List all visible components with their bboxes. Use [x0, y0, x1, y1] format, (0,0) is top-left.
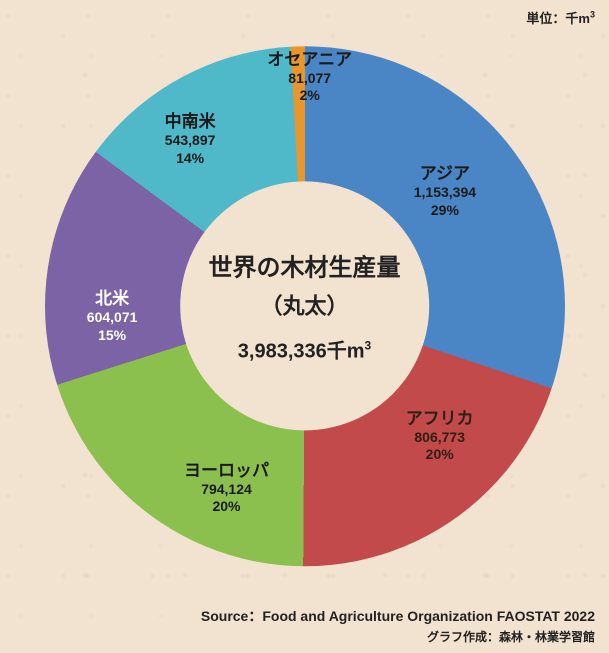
slice-percent: 29%	[414, 202, 476, 220]
slice-value: 543,897	[165, 132, 216, 150]
slice-name: アジア	[414, 163, 476, 184]
credit-text: グラフ作成：森林・林業学習館	[201, 628, 595, 645]
slice-value: 81,077	[267, 70, 352, 88]
slice-percent: 20%	[406, 446, 474, 464]
slice-percent: 14%	[165, 150, 216, 168]
center-total-value: 3,983,336千m	[238, 341, 365, 363]
slice-label-africa: アフリカ806,77320%	[406, 408, 474, 464]
unit-label: 単位：千m3	[526, 8, 595, 27]
slice-label-europe: ヨーロッパ794,12420%	[184, 460, 269, 516]
donut-chart: 世界の木材生産量 （丸太） 3,983,336千m3 アジア1,153,3942…	[45, 46, 565, 566]
slice-name: 北米	[87, 288, 138, 309]
chart-footer: Source：Food and Agriculture Organization…	[201, 606, 595, 645]
slice-percent: 2%	[267, 88, 352, 106]
slice-value: 604,071	[87, 309, 138, 327]
slice-label-nam: 北米604,07115%	[87, 288, 138, 344]
slice-label-csam: 中南米543,89714%	[165, 111, 216, 167]
slice-name: オセアニア	[267, 49, 352, 70]
source-text: Source：Food and Agriculture Organization…	[201, 606, 595, 626]
slice-value: 1,153,394	[414, 184, 476, 202]
slice-label-oceania: オセアニア81,0772%	[267, 49, 352, 105]
slice-percent: 15%	[87, 327, 138, 345]
center-total-sup: 3	[365, 339, 372, 353]
slice-value: 806,773	[406, 429, 474, 447]
slice-name: 中南米	[165, 111, 216, 132]
donut-center: 世界の木材生産量 （丸太） 3,983,336千m3	[180, 181, 430, 431]
center-total: 3,983,336千m3	[238, 335, 371, 364]
slice-value: 794,124	[184, 481, 269, 499]
slice-label-asia: アジア1,153,39429%	[414, 163, 476, 219]
center-title-line2: （丸太）	[260, 289, 348, 321]
slice-name: ヨーロッパ	[184, 460, 269, 481]
unit-text: 単位：千m	[526, 11, 590, 26]
slice-name: アフリカ	[406, 408, 474, 429]
center-title-line1: 世界の木材生産量	[209, 248, 401, 283]
unit-sup: 3	[590, 10, 595, 20]
slice-percent: 20%	[184, 498, 269, 516]
